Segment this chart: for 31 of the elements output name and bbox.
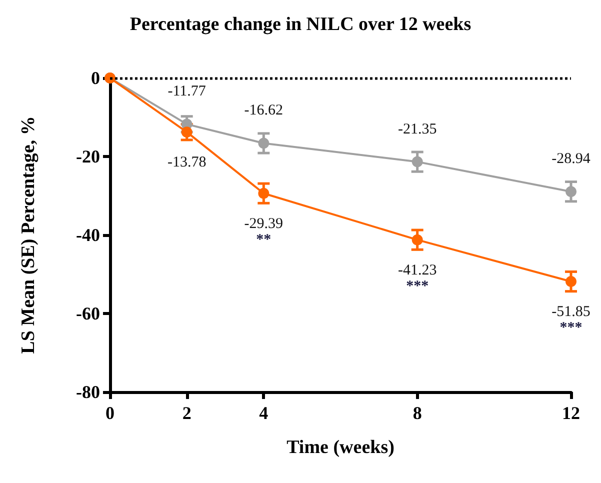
point [566,276,576,288]
data-label: -13.78 [167,154,206,171]
data-label: -41.23 [398,262,437,278]
data-label: -21.35 [398,121,437,138]
point [566,186,576,198]
y-tick-label: -60 [76,304,100,324]
data-label: -16.62 [244,102,284,119]
data-label: -28.94 [552,151,591,168]
point [258,188,270,199]
data-label: -11.77 [168,84,206,100]
y-tick-label: 0 [91,68,100,88]
y-tick-label: -20 [76,146,100,166]
data-label: -51.85 [552,304,590,320]
y-tick-label: -40 [76,225,100,245]
point [181,126,192,138]
annotation: ** [256,232,272,248]
x-tick-label: 8 [412,403,422,423]
x-tick-label: 4 [259,403,268,423]
x-axis-title: Time (weeks) [286,437,394,458]
y-axis-title: LS Mean (SE) Percentage, % [18,116,39,354]
chart-title: Percentage change in NILC over 12 weeks [130,14,472,35]
x-tick-label: 12 [562,403,580,423]
data-label: -29.39 [244,216,284,232]
point [258,138,270,149]
point [412,234,423,246]
x-tick-label: 2 [182,403,192,423]
y-tick-label: -80 [76,382,100,402]
annotation: *** [560,320,582,336]
annotation: *** [406,278,429,294]
x-tick-label: 0 [106,403,114,423]
point [412,156,423,168]
